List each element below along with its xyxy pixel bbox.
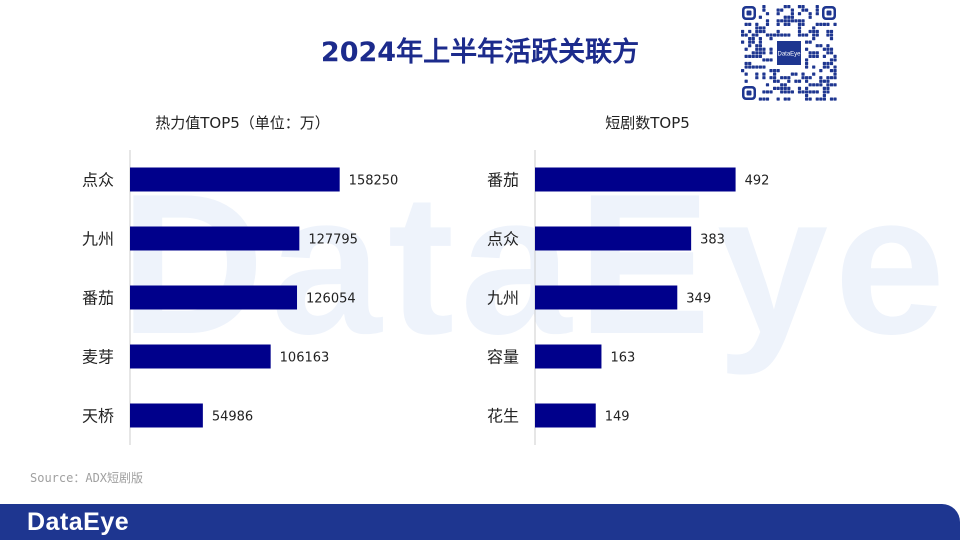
category-label: 九州 [487,289,519,308]
category-label: 番茄 [82,289,114,308]
bar-value-label: 492 [745,174,770,189]
bar-value-label: 54986 [212,410,253,425]
qr-code: DataEye [741,5,837,101]
bar-value-label: 126054 [306,292,356,307]
bar-value-label: 106163 [280,351,330,366]
category-label: 花生 [487,407,519,426]
chart-heat-value: 热力值TOP5（单位：万） 点众 158250 九州 127795 番茄 126054 麦芽 1… [60,108,460,453]
footer-bar: DataEye [0,504,960,540]
bar [535,167,736,192]
category-label: 九州 [82,230,114,249]
qr-center-logo [777,41,801,65]
page-title: 2024年上半年活跃关联方 [320,37,640,68]
chart-drama-count: 短剧数TOP5 番茄 492 点众 383 九州 349 容量 163 花生 149 [465,108,865,453]
bar [535,285,678,310]
bar-value-label: 158250 [349,174,399,189]
chart-title: 热力值TOP5（单位：万） [155,114,330,132]
chart-title: 短剧数TOP5 [605,114,690,132]
chart-plot: 番茄 492 点众 383 九州 349 容量 163 花生 149 [487,150,770,445]
category-label: 点众 [82,171,114,190]
bar-value-label: 149 [605,410,630,425]
chart-plot: 点众 158250 九州 127795 番茄 126054 麦芽 106163 天桥 54986 [82,150,399,445]
bar [130,167,340,192]
bar [535,344,602,369]
category-label: 容量 [487,348,519,367]
source-note: Source：ADX短剧版 [30,471,144,485]
bar-value-label: 349 [686,292,711,307]
bar [130,344,271,369]
category-label: 麦芽 [82,348,114,367]
bar [130,285,298,310]
category-label: 点众 [487,230,519,249]
bar [535,226,692,251]
category-label: 天桥 [82,407,114,426]
bar [130,226,300,251]
bar [535,403,596,428]
footer-logo: DataEye [27,508,130,536]
qr-center-text: DataEye [777,52,801,58]
category-label: 番茄 [487,171,519,190]
bar [130,403,203,428]
bar-value-label: 127795 [308,233,358,248]
bar-value-label: 383 [700,233,725,248]
bar-value-label: 163 [610,351,635,366]
